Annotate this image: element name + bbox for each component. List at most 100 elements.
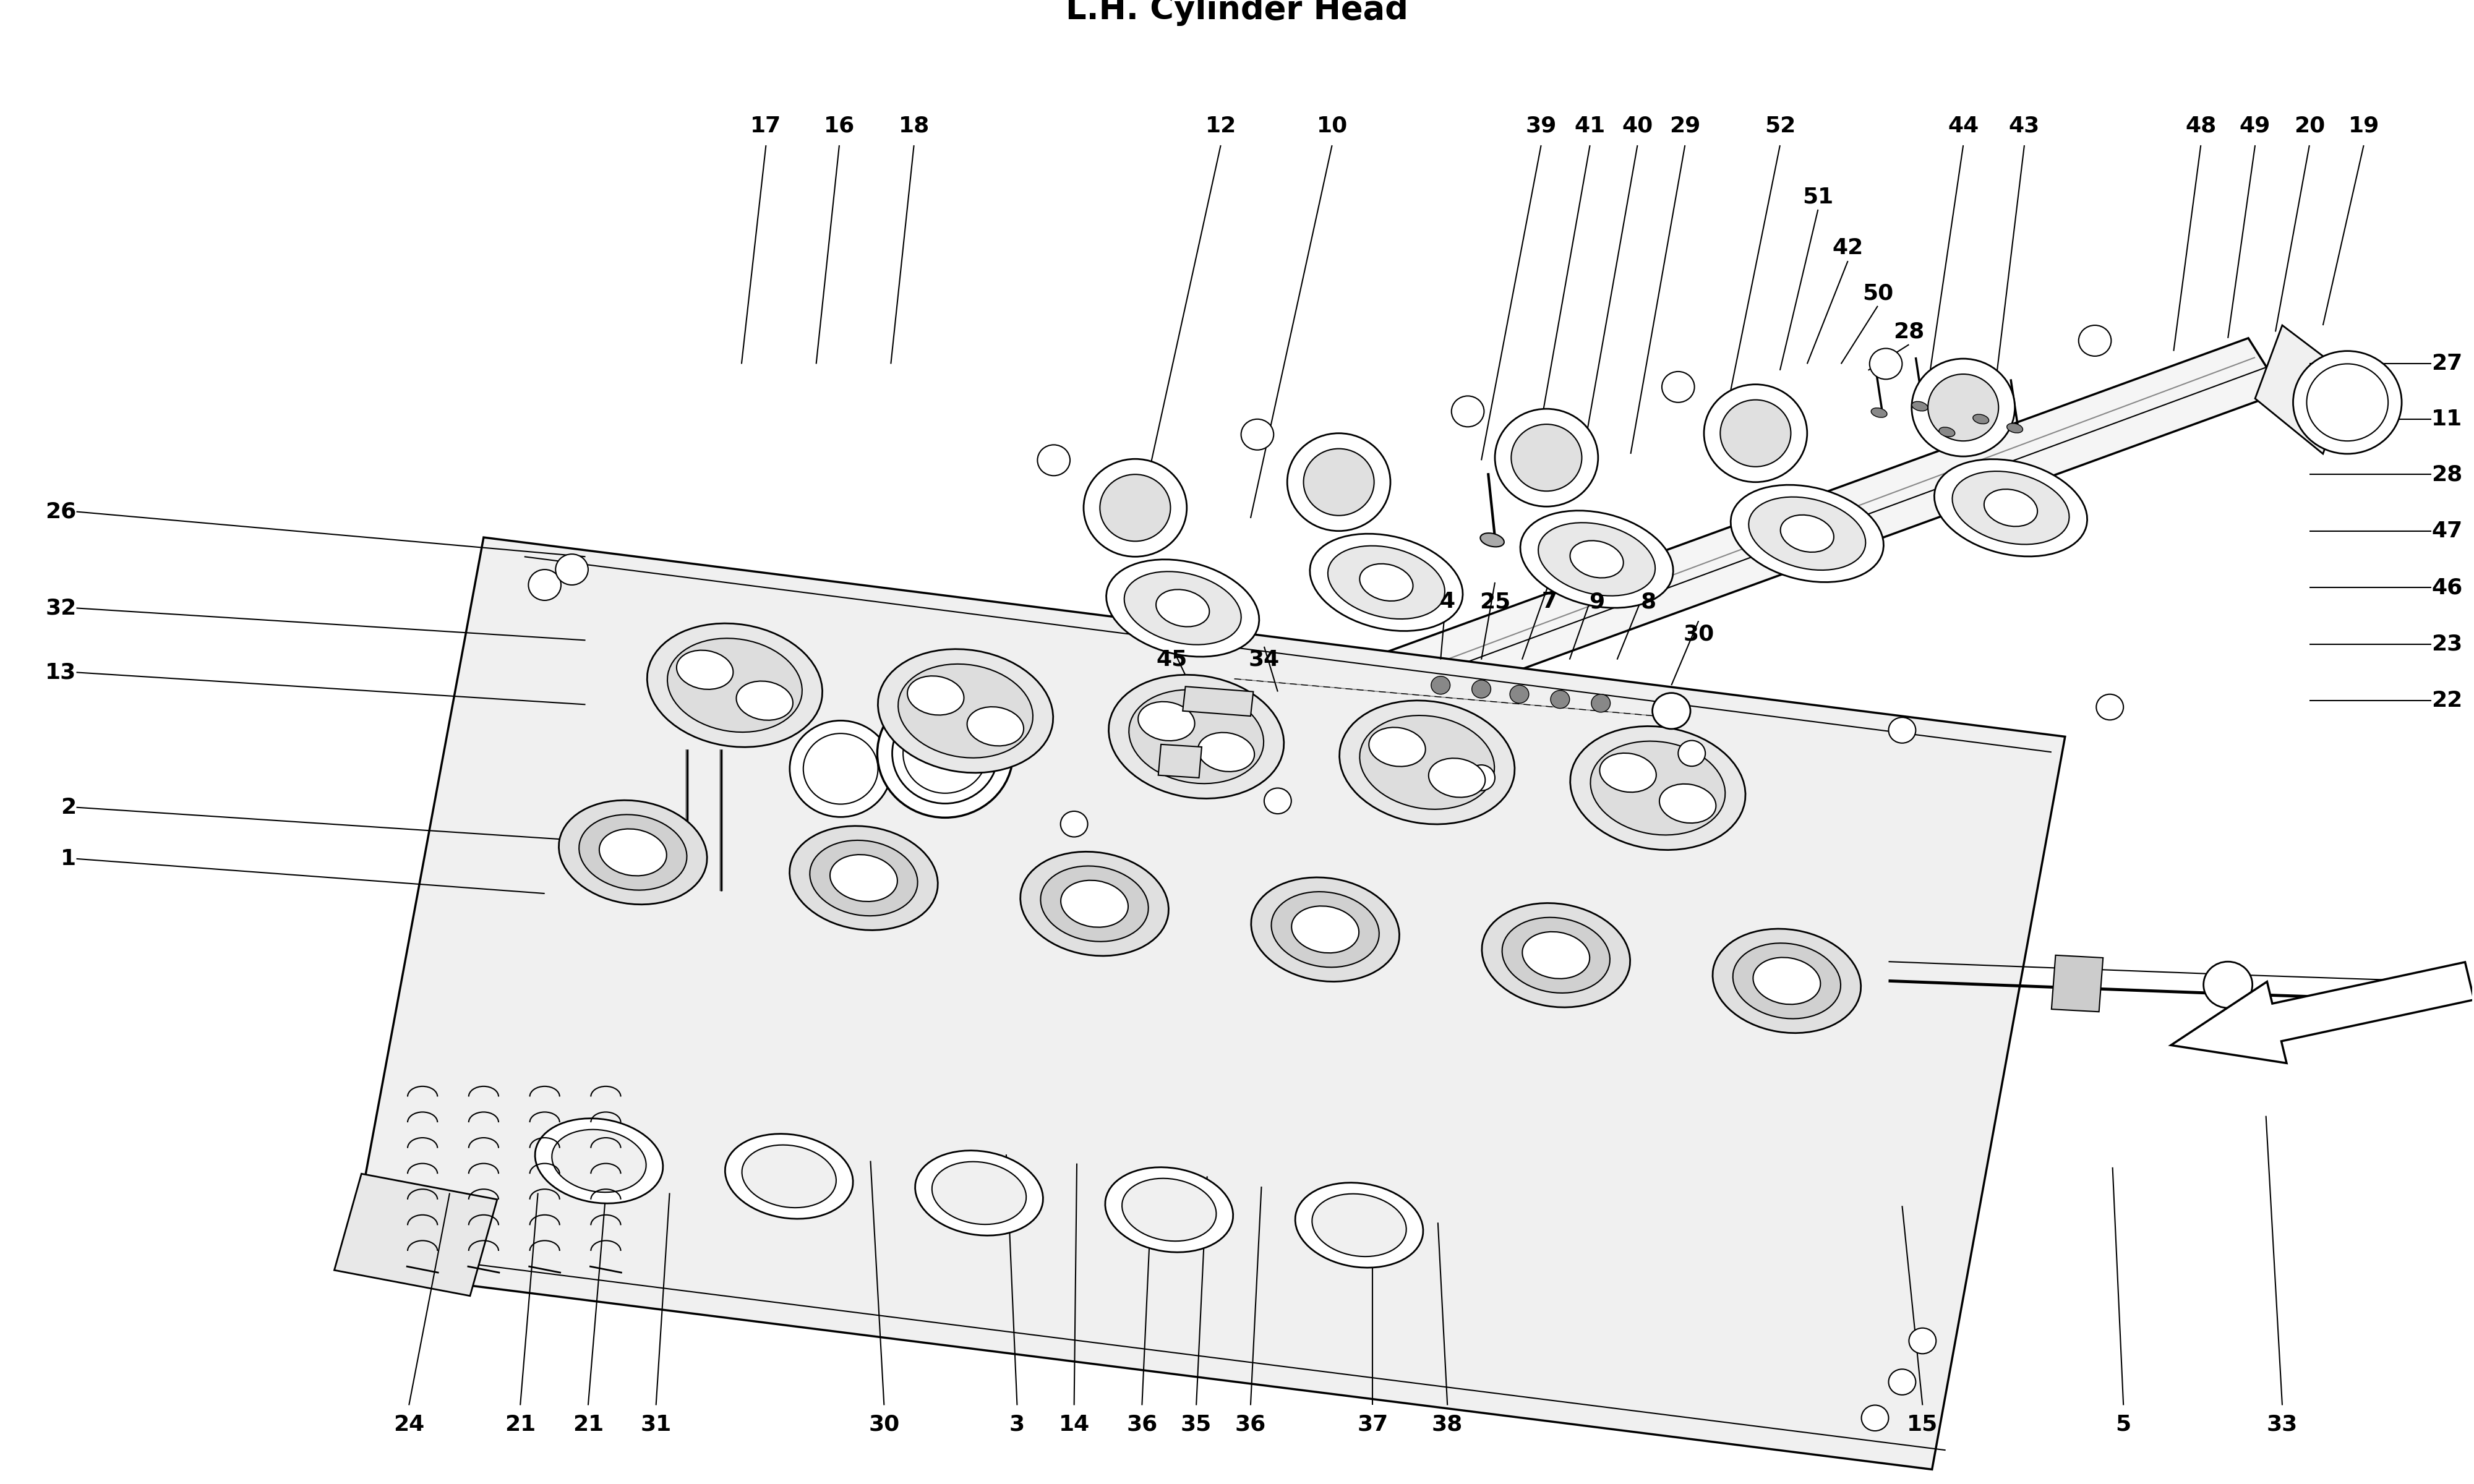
Ellipse shape [1935, 459, 2088, 556]
Text: 50: 50 [1863, 282, 1893, 304]
Ellipse shape [908, 675, 965, 715]
Text: 45: 45 [1155, 649, 1188, 671]
Circle shape [1061, 812, 1089, 837]
Text: 39: 39 [1526, 116, 1556, 137]
Ellipse shape [1128, 690, 1264, 784]
Text: 36: 36 [1126, 1414, 1158, 1435]
Ellipse shape [1539, 522, 1655, 595]
Ellipse shape [1712, 929, 1860, 1033]
Ellipse shape [1571, 726, 1747, 850]
Ellipse shape [648, 623, 821, 746]
Circle shape [1264, 788, 1291, 813]
Polygon shape [905, 773, 1019, 880]
Circle shape [1910, 1328, 1937, 1353]
Ellipse shape [1061, 880, 1128, 927]
Text: 20: 20 [2293, 116, 2326, 137]
Ellipse shape [1660, 784, 1717, 824]
Ellipse shape [668, 638, 802, 732]
Ellipse shape [534, 1119, 663, 1204]
Text: 8: 8 [1640, 591, 1655, 613]
Ellipse shape [1106, 1168, 1232, 1252]
Ellipse shape [737, 681, 792, 720]
Ellipse shape [725, 1134, 854, 1218]
Text: 9: 9 [1588, 591, 1606, 613]
Ellipse shape [903, 714, 987, 794]
Text: 36: 36 [1235, 1414, 1267, 1435]
Polygon shape [1183, 687, 1254, 717]
Text: 27: 27 [2432, 353, 2462, 374]
Circle shape [1927, 374, 1999, 441]
Ellipse shape [1361, 715, 1494, 809]
Polygon shape [1158, 745, 1202, 778]
Text: 26: 26 [45, 502, 77, 522]
Circle shape [1509, 686, 1529, 703]
Circle shape [1037, 445, 1071, 476]
Text: 7: 7 [1541, 591, 1556, 613]
Ellipse shape [804, 733, 878, 804]
Text: 5: 5 [2115, 1414, 2130, 1435]
Text: 40: 40 [1623, 116, 1653, 137]
Circle shape [1494, 408, 1598, 506]
Circle shape [1551, 690, 1569, 708]
Circle shape [1912, 359, 2014, 457]
Circle shape [1286, 433, 1390, 531]
Ellipse shape [1522, 932, 1591, 978]
Text: 28: 28 [1893, 321, 1925, 343]
Circle shape [1242, 418, 1274, 450]
Circle shape [1663, 371, 1695, 402]
Ellipse shape [1972, 414, 1989, 424]
Text: 21: 21 [571, 1414, 604, 1435]
Text: 14: 14 [1059, 1414, 1089, 1435]
Ellipse shape [2293, 352, 2402, 454]
Circle shape [1512, 424, 1581, 491]
Ellipse shape [789, 827, 938, 930]
Circle shape [1084, 459, 1188, 556]
Ellipse shape [675, 650, 732, 690]
Circle shape [2078, 325, 2110, 356]
Ellipse shape [878, 649, 1054, 773]
Text: 31: 31 [641, 1414, 670, 1435]
Circle shape [1888, 1370, 1915, 1395]
Circle shape [1101, 475, 1170, 542]
Ellipse shape [742, 1146, 836, 1208]
Text: 29: 29 [1670, 116, 1700, 137]
Ellipse shape [1732, 944, 1841, 1018]
Ellipse shape [1311, 1193, 1405, 1257]
Ellipse shape [1361, 564, 1413, 601]
Ellipse shape [967, 706, 1024, 746]
Circle shape [1870, 349, 1903, 380]
Text: 37: 37 [1358, 1414, 1388, 1435]
Circle shape [2095, 695, 2123, 720]
Ellipse shape [1482, 904, 1630, 1008]
Ellipse shape [1019, 852, 1168, 956]
Ellipse shape [933, 1162, 1027, 1224]
Text: 33: 33 [2266, 1414, 2298, 1435]
Text: 21: 21 [505, 1414, 537, 1435]
Ellipse shape [1123, 1178, 1217, 1241]
Text: 10: 10 [1316, 116, 1348, 137]
Text: 11: 11 [2432, 408, 2462, 430]
Ellipse shape [915, 1150, 1044, 1236]
Circle shape [1653, 693, 1690, 729]
Ellipse shape [2006, 423, 2024, 433]
Text: 19: 19 [2348, 116, 2380, 137]
Text: 42: 42 [1833, 237, 1863, 258]
Ellipse shape [559, 800, 708, 904]
Ellipse shape [809, 840, 918, 916]
Ellipse shape [829, 855, 898, 901]
FancyArrow shape [2170, 962, 2474, 1063]
Ellipse shape [1571, 540, 1623, 577]
Ellipse shape [1427, 758, 1484, 797]
Ellipse shape [1870, 408, 1888, 417]
Text: 30: 30 [1682, 623, 1714, 644]
Ellipse shape [1309, 534, 1462, 631]
Text: 25: 25 [1479, 591, 1512, 613]
Circle shape [1467, 764, 1494, 791]
Ellipse shape [1329, 546, 1445, 619]
Ellipse shape [1138, 702, 1195, 741]
Ellipse shape [2306, 364, 2387, 441]
Ellipse shape [1042, 867, 1148, 941]
Text: 12: 12 [1205, 116, 1237, 137]
Circle shape [1677, 741, 1705, 766]
Ellipse shape [898, 663, 1032, 758]
